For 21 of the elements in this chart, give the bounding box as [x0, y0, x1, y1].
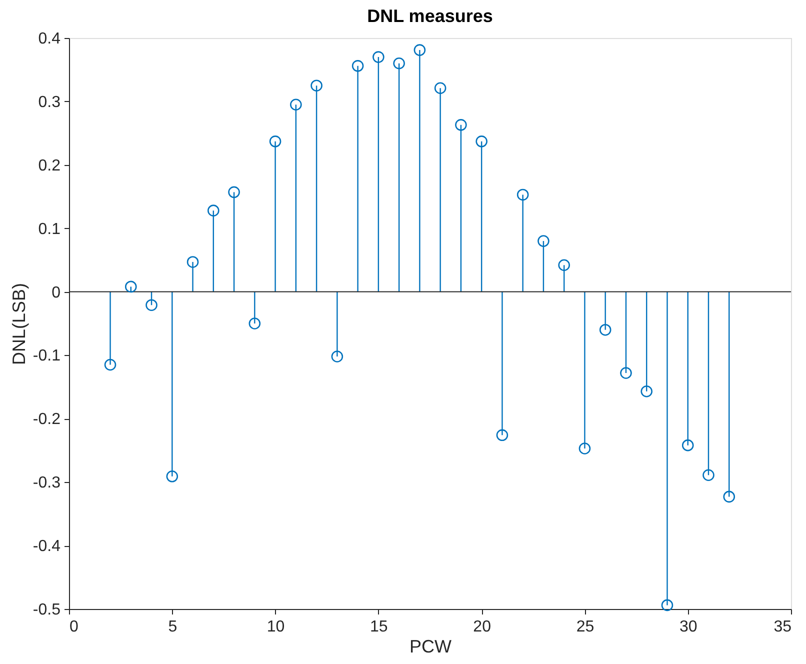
y-tick-label: -0.2	[32, 411, 61, 428]
x-tick-label: 5	[168, 618, 178, 636]
y-tick-label: -0.5	[32, 602, 61, 618]
y-tick-label: -0.3	[32, 474, 61, 492]
y-tick-label: 0.3	[38, 94, 61, 111]
x-tick-label: 35	[774, 618, 792, 636]
x-axis-title: PCW	[410, 636, 452, 656]
y-tick-label: 0.2	[38, 157, 61, 174]
x-tick-label: 20	[473, 618, 492, 636]
chart-title: DNL measures	[367, 6, 493, 26]
y-tick-label: 0.1	[38, 220, 61, 238]
x-tick-label: 30	[679, 618, 698, 636]
x-tick-label: 10	[266, 618, 285, 636]
x-tick-label: 0	[70, 618, 78, 636]
y-axis-title: DNL(LSB)	[8, 282, 29, 366]
x-tick-label: 15	[370, 618, 388, 636]
y-tick-label: -0.4	[32, 538, 61, 556]
x-tick-label: 25	[576, 618, 594, 636]
y-tick-label: -0.1	[32, 348, 61, 365]
y-tick-label: 0.4	[38, 30, 61, 48]
y-tick-label: 0	[52, 284, 61, 302]
